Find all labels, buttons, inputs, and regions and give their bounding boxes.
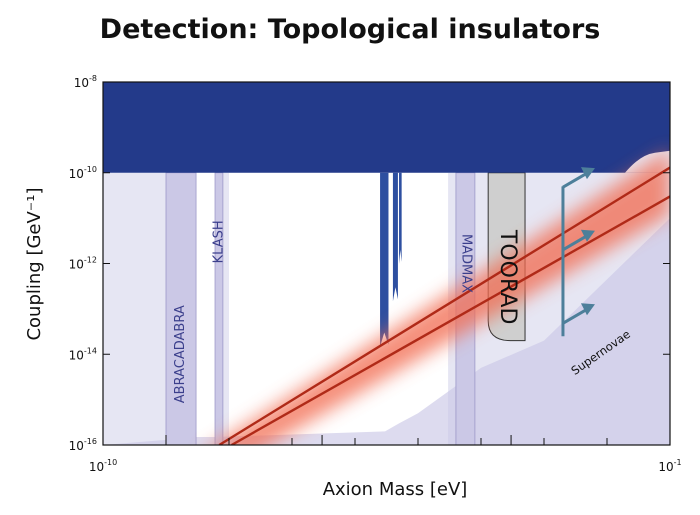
- region-abracadabra: [165, 172, 197, 445]
- y-tick-label: 10-16: [69, 437, 97, 453]
- haloscope-exclusion: [380, 172, 389, 347]
- excluded-top-region: [103, 82, 670, 173]
- y-tick-label: 10-10: [69, 165, 97, 181]
- region-label-klash: KLASH: [212, 220, 227, 263]
- y-tick-label: 10-12: [69, 256, 97, 272]
- supernova-arrowhead: [580, 167, 595, 180]
- region-label-toorad: TOORAD: [495, 229, 520, 324]
- supernova-arrow: [562, 171, 588, 189]
- supernova-arrowhead: [580, 229, 595, 242]
- haloscope-exclusion: [399, 172, 402, 264]
- supernova-arrow: [562, 234, 588, 252]
- supernova-arrowhead: [580, 303, 595, 316]
- region-label-madmax: MADMAX: [459, 234, 474, 293]
- x-tick-label: 10-10: [89, 458, 117, 474]
- y-tick-label: 10-8: [74, 74, 97, 90]
- x-tick-label: 10-1: [658, 458, 681, 474]
- chart-title: Detection: Topological insulators: [99, 14, 601, 45]
- region-label-abracadabra: ABRACADABRA: [173, 305, 188, 403]
- axion-band-glow: [214, 149, 670, 445]
- haloscope-exclusion: [392, 172, 398, 302]
- region-klash: [214, 172, 224, 445]
- supernova-arrow: [562, 307, 588, 325]
- excluded-lower-region: [103, 218, 670, 445]
- axion-line-lower: [231, 195, 670, 445]
- axion-line-upper: [218, 166, 670, 445]
- unexplored-gap: [196, 172, 218, 445]
- x-axis-label: Axion Mass [eV]: [323, 479, 468, 500]
- y-tick-label: 10-14: [69, 346, 97, 362]
- y-axis-label: Coupling [GeV⁻¹]: [24, 187, 45, 340]
